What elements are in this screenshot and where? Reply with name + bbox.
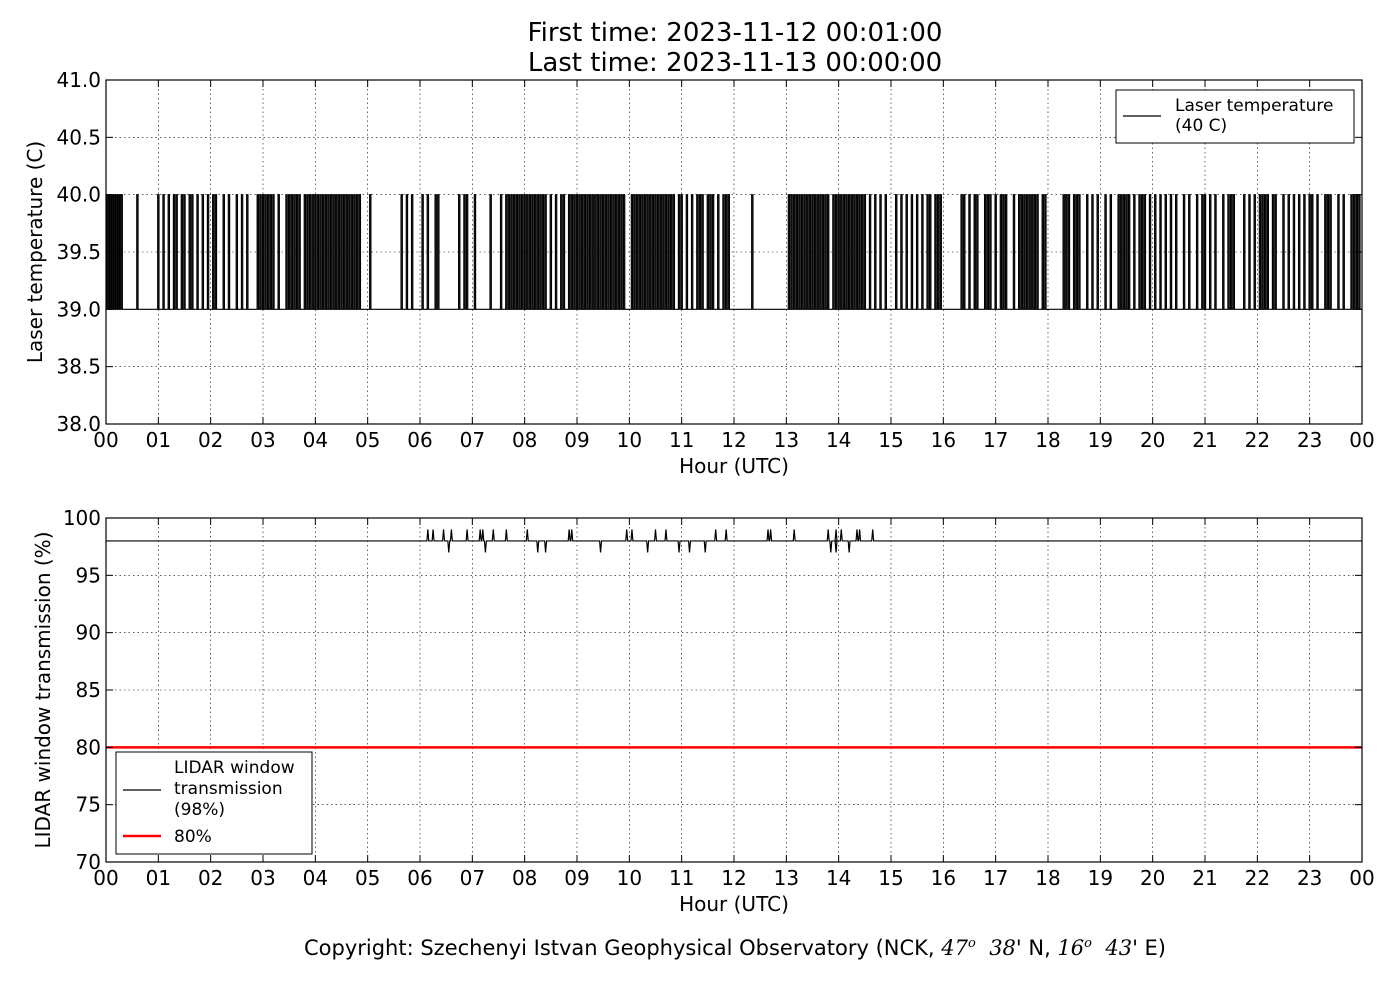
- title-first-time: First time: 2023-11-12 00:01:00: [527, 18, 943, 48]
- transmission-x-tick-label: 11: [669, 866, 694, 890]
- transmission-x-tick-label: 04: [303, 866, 328, 890]
- legend-label-laser: (40 C): [1175, 116, 1227, 136]
- longitude-minutes: ' E): [1132, 936, 1167, 960]
- temperature-y-tick-label: 41.0: [56, 68, 101, 92]
- legend-label-transmission: transmission: [174, 779, 283, 799]
- temperature-x-tick-label: 15: [878, 428, 903, 452]
- temperature-x-tick-label: 20: [1140, 428, 1165, 452]
- temperature-x-tick-label: 14: [826, 428, 851, 452]
- transmission-x-tick-label: 05: [355, 866, 380, 890]
- transmission-x-tick-label: 21: [1192, 866, 1217, 890]
- copyright-note: Copyright: Szechenyi Istvan Geophysical …: [0, 936, 1400, 960]
- legend-label-transmission: LIDAR window: [174, 758, 295, 778]
- longitude-degree-symbol: o: [1084, 936, 1092, 951]
- transmission-x-tick-label: 18: [1035, 866, 1060, 890]
- temperature-x-tick-label: 05: [355, 428, 380, 452]
- title-last-time: Last time: 2023-11-13 00:00:00: [527, 48, 943, 78]
- temperature-panel: 00 01 02 03 04 05 06 07 08 09 10 11 12 13 14 15 16 17 18 19…: [23, 68, 1375, 478]
- longitude-minutes-value: 43: [1105, 936, 1133, 960]
- temperature-x-tick-label: 13: [774, 428, 799, 452]
- temperature-x-tick-label: 02: [198, 428, 223, 452]
- temperature-y-tick-label: 39.0: [56, 297, 101, 321]
- temperature-x-tick-label: 18: [1035, 428, 1060, 452]
- temperature-x-tick-label: 01: [146, 428, 171, 452]
- temperature-x-tick-label: 17: [983, 428, 1008, 452]
- transmission-y-tick-label: 70: [76, 850, 101, 874]
- transmission-x-tick-label: 14: [826, 866, 851, 890]
- temperature-x-tick-label: 11: [669, 428, 694, 452]
- transmission-y-tick-label: 95: [76, 563, 101, 587]
- transmission-x-tick-label: 03: [250, 866, 275, 890]
- transmission-x-tick-label: 07: [460, 866, 485, 890]
- transmission-x-axis-label: Hour (UTC): [679, 892, 789, 916]
- temperature-x-tick-label: 00: [1349, 428, 1374, 452]
- temperature-x-tick-label: 09: [564, 428, 589, 452]
- copyright-prefix: Copyright: Szechenyi Istvan Geophysical …: [303, 936, 942, 960]
- transmission-x-tick-label: 00: [1349, 866, 1374, 890]
- legend-label-laser: Laser temperature: [1175, 96, 1333, 116]
- temperature-x-tick-label: 08: [512, 428, 537, 452]
- transmission-x-tick-label: 19: [1088, 866, 1113, 890]
- transmission-x-tick-label: 17: [983, 866, 1008, 890]
- transmission-y-axis-label: LIDAR window transmission (%): [31, 532, 55, 849]
- transmission-x-tick-label: 08: [512, 866, 537, 890]
- temperature-series-line: [105, 194, 1362, 310]
- temperature-x-tick-label: 16: [931, 428, 956, 452]
- transmission-y-tick-label: 85: [76, 678, 101, 702]
- transmission-x-tick-label: 00: [93, 866, 118, 890]
- temperature-x-tick-label: 04: [303, 428, 328, 452]
- temperature-x-tick-label: 10: [617, 428, 642, 452]
- transmission-y-tick-label: 75: [76, 793, 101, 817]
- temperature-y-axis-label: Laser temperature (C): [23, 141, 47, 363]
- temperature-x-tick-label: 12: [721, 428, 746, 452]
- transmission-panel: 00 01 02 03 04 05 06 07 08 09 10 11 12 13 14 15 16 17 18 19…: [31, 506, 1375, 916]
- temperature-x-tick-label: 19: [1088, 428, 1113, 452]
- temperature-x-tick-label: 22: [1245, 428, 1270, 452]
- transmission-x-tick-label: 15: [878, 866, 903, 890]
- temperature-x-tick-label: 23: [1297, 428, 1322, 452]
- legend-label-transmission: (98%): [174, 800, 225, 820]
- transmission-x-tick-label: 02: [198, 866, 223, 890]
- temperature-y-tick-label: 38.5: [56, 355, 101, 379]
- transmission-y-tick-label: 90: [76, 621, 101, 645]
- transmission-y-tick-label: 100: [63, 506, 101, 530]
- transmission-x-tick-label: 16: [931, 866, 956, 890]
- temperature-x-tick-label: 00: [93, 428, 118, 452]
- transmission-x-tick-label: 09: [564, 866, 589, 890]
- temperature-x-tick-label: 03: [250, 428, 275, 452]
- transmission-x-tick-label: 20: [1140, 866, 1165, 890]
- transmission-x-tick-label: 13: [774, 866, 799, 890]
- temperature-y-tick-label: 39.5: [56, 240, 101, 264]
- transmission-x-tick-label: 22: [1245, 866, 1270, 890]
- temperature-y-tick-label: 40.0: [56, 183, 101, 207]
- transmission-x-tick-label: 06: [407, 866, 432, 890]
- longitude-degrees: 16: [1057, 936, 1085, 960]
- transmission-x-tick-label: 10: [617, 866, 642, 890]
- transmission-x-tick-label: 12: [721, 866, 746, 890]
- latitude-degree-symbol: o: [968, 936, 976, 951]
- temperature-x-axis-label: Hour (UTC): [679, 454, 789, 478]
- latitude-minutes: ' N,: [1015, 936, 1058, 960]
- temperature-y-tick-label: 38.0: [56, 412, 101, 436]
- temperature-y-tick-label: 40.5: [56, 125, 101, 149]
- latitude-degrees: 47: [941, 936, 968, 960]
- transmission-y-tick-label: 80: [76, 735, 101, 759]
- temperature-legend: Laser temperature(40 C): [1115, 89, 1355, 144]
- legend-label-threshold: 80%: [174, 827, 212, 847]
- temperature-x-tick-label: 07: [460, 428, 485, 452]
- temperature-x-tick-label: 21: [1192, 428, 1217, 452]
- temperature-x-tick-label: 06: [407, 428, 432, 452]
- transmission-x-tick-label: 01: [146, 866, 171, 890]
- transmission-series-line: [106, 529, 1362, 553]
- transmission-x-tick-label: 23: [1297, 866, 1322, 890]
- latitude-minutes-value: 38: [989, 936, 1016, 960]
